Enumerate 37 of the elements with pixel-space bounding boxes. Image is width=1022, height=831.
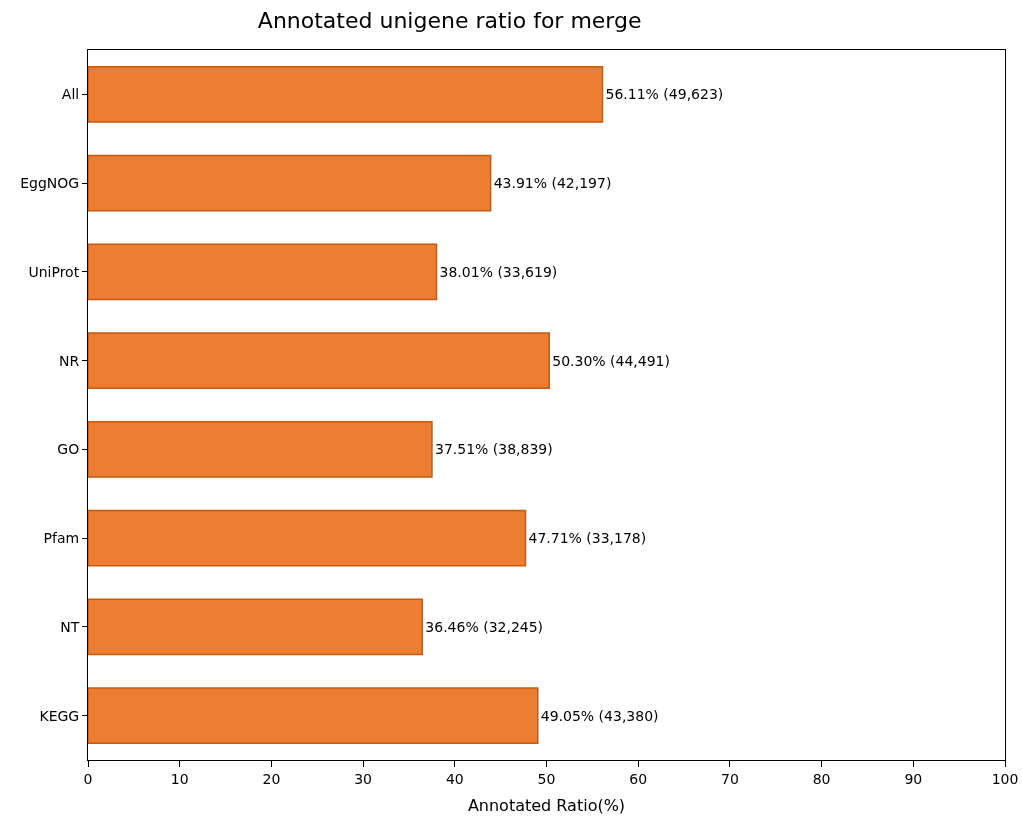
y-tick-label: KEGG [39, 707, 80, 724]
bar [88, 421, 433, 478]
y-tick-label: UniProt [28, 263, 80, 280]
data-label: 56.11% (49,623) [605, 86, 724, 103]
y-tick-label: GO [57, 441, 80, 458]
data-label: 37.51% (38,839) [434, 441, 553, 458]
x-tick-label: 40 [445, 770, 464, 787]
x-tick-label: 50 [537, 770, 556, 787]
x-tick-label: 90 [904, 770, 923, 787]
x-tick-label: 20 [262, 770, 281, 787]
x-tick-label: 100 [991, 770, 1019, 787]
bar [88, 598, 424, 656]
data-label: 43.91% (42,197) [493, 175, 612, 192]
y-tick-label: EggNOG [20, 175, 80, 192]
x-axis-title: Annotated Ratio(%) [467, 796, 626, 816]
data-label: 50.30% (44,491) [552, 352, 670, 369]
bar [88, 687, 539, 744]
data-label: 36.46% (32,245) [425, 618, 544, 635]
x-tick-label: 60 [629, 770, 648, 787]
y-tick-label: Pfam [43, 530, 80, 547]
y-tick-label: NT [60, 618, 80, 635]
x-tick-label: 0 [83, 770, 93, 787]
data-label: 38.01% (33,619) [439, 263, 558, 280]
y-tick-label: NR [59, 352, 80, 369]
x-tick-label: 30 [354, 770, 373, 787]
bar [88, 243, 438, 301]
data-label: 49.05% (43,380) [540, 707, 659, 724]
bar [88, 509, 527, 567]
bar [88, 66, 604, 123]
x-tick-label: 80 [812, 770, 831, 787]
chart-title: Annotated unigene ratio for merge [257, 7, 642, 33]
x-tick-label: 70 [720, 770, 739, 787]
data-label: 47.71% (33,178) [528, 530, 647, 547]
bar [88, 154, 492, 212]
bar [88, 332, 550, 389]
x-tick-label: 10 [170, 770, 189, 787]
y-tick-label: All [61, 86, 80, 103]
